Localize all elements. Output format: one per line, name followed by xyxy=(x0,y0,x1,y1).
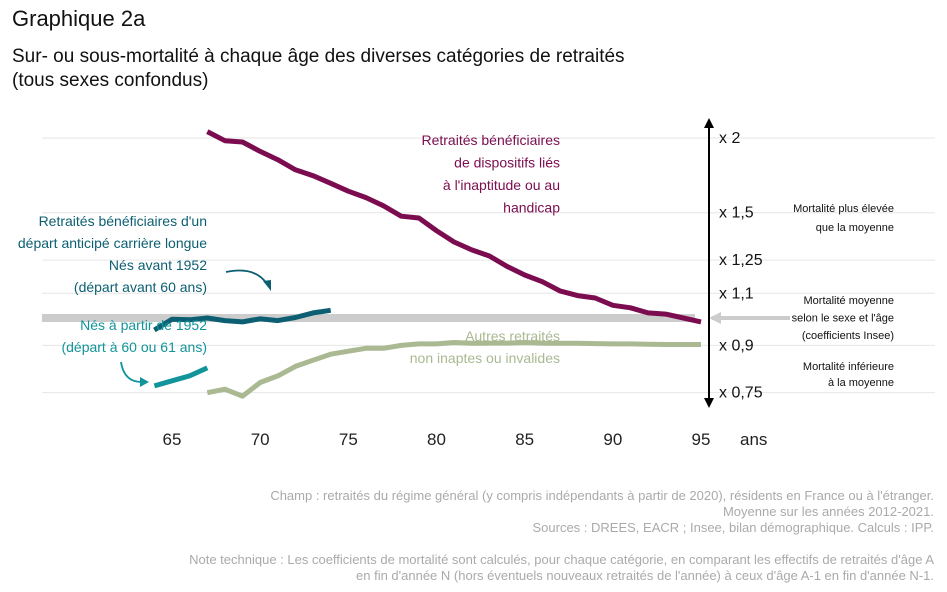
page-subtitle: Sur- ou sous-mortalité à chaque âge des … xyxy=(12,45,625,93)
label-carriere-longue: départ anticipé carrière longue xyxy=(18,235,207,251)
reference-arrow-head xyxy=(709,312,721,324)
arrow-apres-1952-head xyxy=(140,377,149,387)
reference-layer xyxy=(42,312,790,324)
y-axis: x 2 x 1,5 x 1,25 x 1,1 x 0,9 x 0,75 xyxy=(704,118,763,408)
x-axis-label: ans xyxy=(740,430,767,449)
label-inaptitude: de dispositifs liés xyxy=(454,155,560,171)
y-tick-label: x 1,1 xyxy=(719,285,754,302)
label-inaptitude: Retraités bénéficiaires xyxy=(421,132,560,148)
label-mortalite-inferieure: Mortalité inférieure xyxy=(803,361,894,373)
label-nes-avant-1952: (départ avant 60 ans) xyxy=(74,279,207,295)
x-tick-label: 75 xyxy=(339,430,358,449)
series-line-autres xyxy=(206,340,701,399)
footnote-note-line2: en fin d'année N (hors éventuels nouveau… xyxy=(356,568,934,583)
annotation-arrows xyxy=(120,269,271,387)
series-line-inaptitude xyxy=(206,129,702,325)
x-tick-label: 70 xyxy=(251,430,270,449)
footnote-sources: Sources : DREES, EACR ; Insee, bilan dém… xyxy=(532,520,934,535)
label-nes-apres-1952: (départ à 60 ou 61 ans) xyxy=(61,339,207,355)
y-tick-label: x 0,75 xyxy=(719,385,763,402)
gridlines xyxy=(42,137,935,394)
label-autres: non inaptes ou invalides xyxy=(410,350,560,366)
label-inaptitude: handicap xyxy=(503,200,560,216)
x-axis: 65 70 75 80 85 90 95 ans xyxy=(163,430,768,449)
y-axis-arrow-down xyxy=(704,398,714,408)
label-mortalite-moyenne: (coefficients Insee) xyxy=(802,330,894,342)
label-nes-apres-1952: Nés à partir de 1952 xyxy=(80,317,207,333)
page-title: Graphique 2a xyxy=(12,6,146,31)
label-mortalite-plus-elevee: Mortalité plus élevée xyxy=(793,203,894,215)
x-tick-label: 95 xyxy=(692,430,711,449)
y-tick-label: x 0,9 xyxy=(719,337,754,354)
label-mortalite-inferieure: à la moyenne xyxy=(828,377,894,389)
y-tick-label: x 1,25 xyxy=(719,252,763,269)
label-carriere-longue: Retraités bénéficiaires d'un xyxy=(39,213,207,229)
arrow-avant-1952-head xyxy=(263,280,271,291)
subtitle-line: Sur- ou sous-mortalité à chaque âge des … xyxy=(12,46,625,67)
y-tick-label: x 2 xyxy=(719,130,740,147)
footnote-champ: Champ : retraités du régime général (y c… xyxy=(270,488,934,503)
label-mortalite-moyenne: selon le sexe et l'âge xyxy=(792,313,894,325)
x-tick-label: 85 xyxy=(515,430,534,449)
x-tick-label: 65 xyxy=(163,430,182,449)
x-tick-label: 80 xyxy=(427,430,446,449)
footnote-periode: Moyenne sur les années 2012-2021. xyxy=(722,504,934,519)
label-nes-avant-1952: Nés avant 1952 xyxy=(109,257,207,273)
annotation-layer: Retraités bénéficiaires de dispositifs li… xyxy=(18,132,894,389)
label-inaptitude: à l'inaptitude ou au xyxy=(443,177,560,193)
label-mortalite-moyenne: Mortalité moyenne xyxy=(804,295,895,307)
series-line-carriere-longue-apres-1952 xyxy=(153,365,209,389)
series-line-carriere-longue-avant-1952 xyxy=(153,307,332,333)
footnote-note-line1: Note technique : Les coefficients de mor… xyxy=(189,552,934,567)
series-layer xyxy=(153,129,702,399)
x-tick-label: 90 xyxy=(603,430,622,449)
subtitle-line: (tous sexes confondus) xyxy=(12,70,209,91)
y-axis-arrow-up xyxy=(704,118,714,128)
arrow-apres-1952 xyxy=(120,361,143,383)
label-autres: Autres retraités xyxy=(465,328,560,344)
arrow-avant-1952 xyxy=(225,269,268,285)
y-tick-label: x 1,5 xyxy=(719,205,754,222)
label-mortalite-plus-elevee: que la moyenne xyxy=(816,222,894,234)
